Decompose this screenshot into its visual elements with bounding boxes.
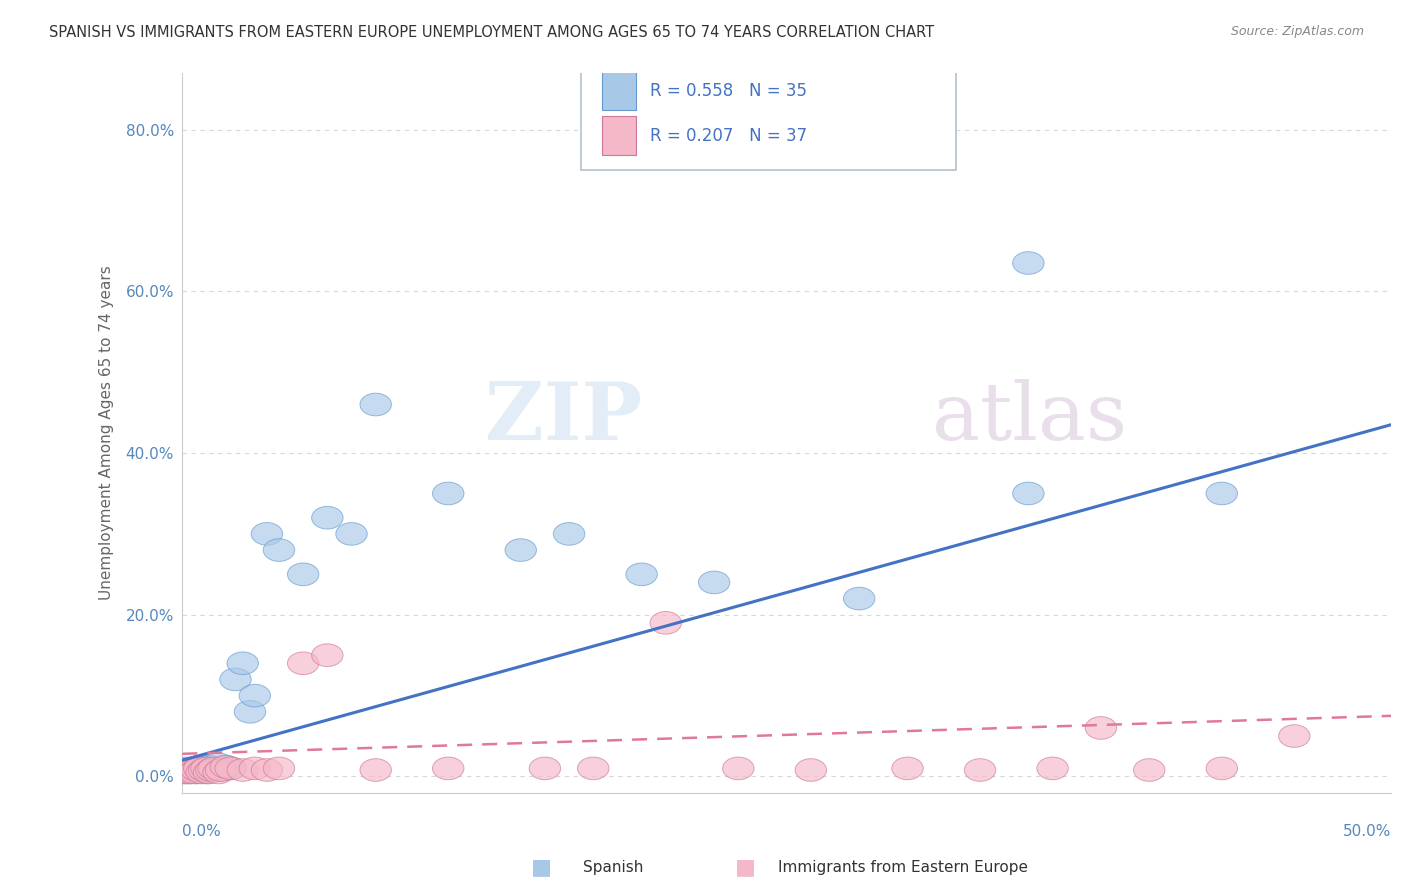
Ellipse shape [1085, 716, 1116, 739]
Text: Source: ZipAtlas.com: Source: ZipAtlas.com [1230, 25, 1364, 38]
Ellipse shape [578, 757, 609, 780]
Ellipse shape [179, 757, 209, 780]
Ellipse shape [1206, 483, 1237, 505]
Ellipse shape [529, 757, 561, 780]
Ellipse shape [723, 757, 754, 780]
Ellipse shape [554, 523, 585, 545]
Ellipse shape [312, 507, 343, 529]
Text: 0.0%: 0.0% [183, 824, 221, 838]
Ellipse shape [193, 756, 225, 778]
Ellipse shape [336, 523, 367, 545]
Ellipse shape [186, 759, 218, 781]
Text: Spanish: Spanish [583, 860, 644, 874]
Ellipse shape [181, 761, 212, 784]
Ellipse shape [184, 756, 215, 778]
Ellipse shape [1012, 483, 1045, 505]
Text: 50.0%: 50.0% [1343, 824, 1391, 838]
Text: ZIP: ZIP [485, 379, 641, 458]
Ellipse shape [188, 757, 219, 780]
Text: SPANISH VS IMMIGRANTS FROM EASTERN EUROPE UNEMPLOYMENT AMONG AGES 65 TO 74 YEARS: SPANISH VS IMMIGRANTS FROM EASTERN EUROP… [49, 25, 935, 40]
Text: R = 0.558   N = 35: R = 0.558 N = 35 [650, 81, 807, 100]
Ellipse shape [433, 757, 464, 780]
Ellipse shape [176, 757, 208, 780]
Ellipse shape [226, 652, 259, 674]
Ellipse shape [191, 757, 222, 780]
Ellipse shape [1206, 757, 1237, 780]
Ellipse shape [181, 759, 212, 781]
Ellipse shape [965, 759, 995, 781]
FancyBboxPatch shape [602, 70, 636, 111]
Ellipse shape [650, 612, 682, 634]
Ellipse shape [174, 761, 205, 784]
Ellipse shape [699, 571, 730, 594]
Ellipse shape [1278, 724, 1310, 747]
Text: Immigrants from Eastern Europe: Immigrants from Eastern Europe [778, 860, 1028, 874]
Ellipse shape [287, 652, 319, 674]
Ellipse shape [198, 757, 229, 780]
Ellipse shape [184, 757, 215, 780]
Ellipse shape [844, 587, 875, 610]
Ellipse shape [239, 757, 270, 780]
Ellipse shape [215, 757, 246, 780]
Ellipse shape [202, 753, 235, 776]
Ellipse shape [202, 761, 235, 784]
Ellipse shape [263, 757, 295, 780]
Ellipse shape [179, 761, 209, 784]
Ellipse shape [796, 759, 827, 781]
Ellipse shape [433, 483, 464, 505]
Ellipse shape [219, 668, 252, 690]
Y-axis label: Unemployment Among Ages 65 to 74 years: Unemployment Among Ages 65 to 74 years [100, 266, 114, 600]
Ellipse shape [226, 759, 259, 781]
Ellipse shape [360, 759, 391, 781]
Ellipse shape [205, 759, 236, 781]
FancyBboxPatch shape [602, 116, 636, 155]
Ellipse shape [252, 759, 283, 781]
Text: atlas: atlas [932, 379, 1126, 458]
Ellipse shape [186, 761, 218, 784]
Ellipse shape [215, 757, 246, 780]
Ellipse shape [195, 759, 226, 781]
Ellipse shape [209, 756, 242, 778]
FancyBboxPatch shape [581, 70, 956, 170]
Ellipse shape [1012, 252, 1045, 275]
Ellipse shape [176, 759, 208, 781]
Ellipse shape [188, 759, 219, 781]
Ellipse shape [252, 523, 283, 545]
Ellipse shape [626, 563, 658, 586]
Ellipse shape [174, 761, 205, 784]
Text: ■: ■ [735, 857, 755, 877]
Ellipse shape [1133, 759, 1166, 781]
Ellipse shape [239, 684, 270, 707]
Ellipse shape [205, 759, 236, 781]
Ellipse shape [169, 761, 201, 784]
Ellipse shape [891, 757, 924, 780]
Text: R = 0.207   N = 37: R = 0.207 N = 37 [650, 127, 807, 145]
Ellipse shape [312, 644, 343, 666]
Ellipse shape [360, 393, 391, 416]
Ellipse shape [1036, 757, 1069, 780]
Ellipse shape [505, 539, 537, 561]
Ellipse shape [169, 761, 201, 784]
Ellipse shape [198, 757, 229, 780]
Ellipse shape [172, 759, 202, 781]
Ellipse shape [191, 761, 222, 784]
Ellipse shape [195, 759, 226, 781]
Ellipse shape [172, 757, 202, 780]
Text: ■: ■ [531, 857, 551, 877]
Ellipse shape [235, 700, 266, 723]
Ellipse shape [287, 563, 319, 586]
Ellipse shape [209, 756, 242, 778]
Ellipse shape [193, 761, 225, 784]
Ellipse shape [263, 539, 295, 561]
